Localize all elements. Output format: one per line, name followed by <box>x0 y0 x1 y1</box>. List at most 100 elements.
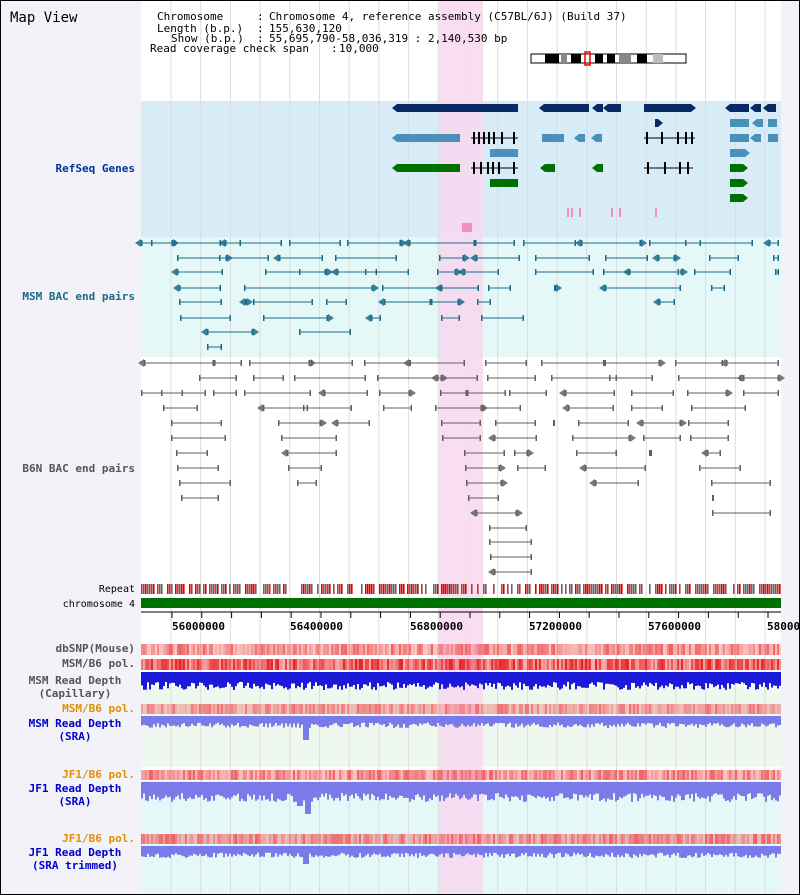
repeat-mark <box>557 584 559 594</box>
msm-pol-cell <box>419 659 421 670</box>
dbsnp-cell <box>491 644 493 655</box>
jf1-depth-trim-bar <box>203 846 205 856</box>
jf1-pol-cell <box>185 770 187 780</box>
jf1-pol2-cell <box>227 834 229 844</box>
jf1-depth-sra-bar <box>565 782 567 798</box>
jf1-pol2-cell <box>203 834 205 844</box>
msm-depth-sra-bar <box>261 716 263 723</box>
jf1-depth-trim-bar <box>195 846 197 855</box>
msm-depth-cap-bar <box>243 672 245 688</box>
jf1-pol2-cell <box>249 834 251 844</box>
msm-pol2-cell <box>347 704 349 714</box>
dbsnp-cell <box>153 644 155 655</box>
msm-pol2-cell <box>393 704 395 714</box>
repeat-mark <box>599 584 601 594</box>
repeat-mark <box>211 584 213 594</box>
msm-pol-cell <box>443 659 445 670</box>
jf1-depth-sra-bar <box>155 782 157 800</box>
jf1-depth-sra-bar <box>259 782 261 796</box>
jf1-pol2-cell <box>745 834 747 844</box>
jf1-pol2-cell <box>689 834 691 844</box>
msm-depth-sra-bar <box>213 716 215 726</box>
msm-depth-cap-bar <box>453 672 455 688</box>
msm-depth-sra-bar <box>147 716 149 727</box>
gene-feature <box>397 134 460 142</box>
jf1-pol2-cell <box>173 834 175 844</box>
jf1-pol-cell <box>773 770 775 780</box>
jf1-pol-cell <box>435 770 437 780</box>
repeat-mark <box>449 584 451 594</box>
jf1-depth-trim-bar <box>349 846 351 858</box>
jf1-depth-sra-bar <box>547 782 549 798</box>
msm-depth-cap-bar <box>527 672 529 687</box>
bac-end <box>315 480 317 486</box>
jf1-pol2-cell <box>633 834 635 844</box>
jf1-pol-cell <box>343 770 345 780</box>
msm-pol2-cell <box>695 704 697 714</box>
msm-depth-sra-bar <box>221 716 223 724</box>
jf1-depth-trim-bar <box>409 846 411 857</box>
msm-pol2-cell <box>503 704 505 714</box>
msm-pol-cell <box>423 659 425 670</box>
msm-depth-cap-bar <box>761 672 763 687</box>
bac-end-arrow <box>763 239 769 247</box>
msm-pol2-cell <box>377 704 379 714</box>
msm-depth-cap-bar <box>473 672 475 686</box>
jf1-depth-trim-bar <box>183 846 185 857</box>
msm-depth-sra-bar <box>659 716 661 723</box>
gene-arrow <box>539 104 544 112</box>
msm-pol-cell <box>199 659 201 670</box>
msm-depth-sra-bar <box>339 716 341 727</box>
dbsnp-cell <box>455 644 457 655</box>
jf1-pol2-cell <box>559 834 561 844</box>
jf1-pol-cell <box>485 770 487 780</box>
jf1-depth-trim-bar <box>487 846 489 857</box>
exon-mark <box>483 132 485 144</box>
bac-end <box>744 405 746 411</box>
jf1-depth-trim-bar <box>391 846 393 855</box>
jf1-pol-cell <box>675 770 677 780</box>
dbsnp-cell <box>645 644 647 655</box>
dbsnp-cell <box>315 644 317 655</box>
dbsnp-cell <box>685 644 687 655</box>
bac-end <box>349 329 351 335</box>
msm-depth-sra-bar <box>175 716 177 727</box>
jf1-depth-sra-bar <box>653 782 655 796</box>
msm-pol-cell <box>195 659 197 670</box>
msm-pol2-cell <box>361 704 363 714</box>
dbsnp-cell <box>477 644 479 655</box>
jf1-depth-sra-bar <box>203 782 205 800</box>
msm-pol-cell <box>747 659 749 670</box>
jf1-depth-trim-bar <box>275 846 277 854</box>
jf1-pol2-cell <box>545 834 547 844</box>
dbsnp-cell <box>243 644 245 655</box>
msm-depth-cap-bar <box>667 672 669 687</box>
dbsnp-cell <box>637 644 639 655</box>
dbsnp-cell <box>551 644 553 655</box>
msm-depth-sra-bar <box>321 716 323 728</box>
jf1-pol2-cell <box>541 834 543 844</box>
dbsnp-cell <box>525 644 527 655</box>
jf1-pol-cell <box>321 770 323 780</box>
jf1-depth-sra-bar <box>707 782 709 797</box>
msm-pol2-cell <box>223 704 225 714</box>
msm-depth-sra-bar <box>503 716 505 724</box>
msm-depth-cap-bar <box>691 672 693 684</box>
dbsnp-cell <box>569 644 571 655</box>
dbsnp-cell <box>421 644 423 655</box>
jf1-pol-cell <box>591 770 593 780</box>
jf1-pol2-cell <box>273 834 275 844</box>
bac-end <box>281 435 283 441</box>
msm-depth-cap-bar <box>141 672 143 686</box>
jf1-depth-trim-bar <box>703 846 705 856</box>
msm-pol2-cell <box>771 704 773 714</box>
jf1-pol-cell <box>549 770 551 780</box>
msm-pol-cell <box>239 659 241 670</box>
jf1-pol2-cell <box>639 834 641 844</box>
repeat-mark <box>383 584 385 594</box>
msm-depth-cap-bar <box>379 672 381 687</box>
msm-depth-cap-bar <box>341 672 343 690</box>
jf1-depth-sra-bar <box>325 782 327 794</box>
jf1-depth-trim-bar <box>267 846 269 853</box>
